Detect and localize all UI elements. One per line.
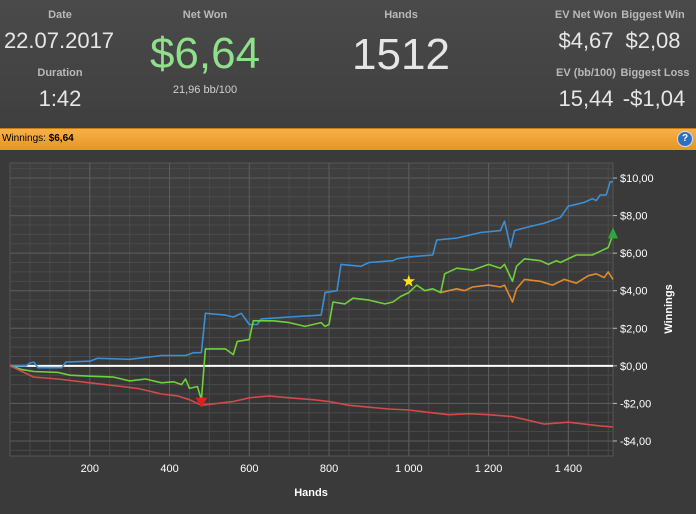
y-tick-label: $2,00 [620, 323, 648, 335]
max-marker [608, 227, 618, 239]
biggest-loss-value: -$1,04 [622, 86, 686, 111]
winnings-chart: 200 400 600 800 1 000 1 200 1 400 $10,00 $8,00 $… [0, 150, 696, 509]
net-won-label: Net Won [182, 9, 228, 21]
y-tick-label: $0,00 [620, 361, 648, 373]
winnings-caption: Winnings: $6,64 [2, 133, 74, 144]
series-line-blue [10, 180, 613, 369]
biggest-win-label: Biggest Win [621, 9, 685, 21]
hands-label: Hands [384, 9, 418, 21]
y-tick-label: $6,00 [620, 248, 648, 260]
ev-bb100-label: EV (bb/100) [556, 67, 616, 79]
min-marker [195, 397, 208, 408]
help-icon[interactable]: ? [677, 131, 693, 147]
date-value: 22.07.2017 [3, 28, 115, 53]
x-tick-label: 400 [160, 463, 178, 475]
biggest-win-value: $2,08 [625, 28, 681, 53]
x-tick-label: 1 000 [395, 463, 423, 475]
series-line-green [9, 234, 614, 401]
x-tick-label: 1 400 [555, 463, 583, 475]
duration-value: 1:42 [38, 86, 82, 111]
ev-bb100-value: 15,44 [558, 86, 614, 111]
winnings-caption-label: Winnings: [2, 133, 46, 144]
y-tick-label: -$4,00 [620, 436, 651, 448]
date-label: Date [48, 9, 72, 21]
duration-label: Duration [37, 67, 83, 79]
y-tick-label: -$2,00 [620, 398, 651, 410]
winnings-title-bar: Winnings: $6,64 [0, 128, 696, 150]
y-tick-label: $10,00 [620, 173, 654, 185]
winnings-chart-svg: 200 400 600 800 1 000 1 200 1 400 $10,00 $8,00 $… [9, 162, 675, 499]
x-tick-label: 600 [240, 463, 258, 475]
series-line-red [9, 365, 614, 428]
x-axis-label: Hands [294, 487, 328, 499]
y-tick-label: $8,00 [620, 211, 648, 223]
x-tick-label: 1 200 [475, 463, 503, 475]
x-tick-label: 800 [320, 463, 338, 475]
y-tick-label: $4,00 [620, 286, 648, 298]
net-won-value: $6,64 [149, 29, 261, 78]
series-line-orange [440, 271, 614, 303]
hands-value: 1512 [352, 30, 450, 79]
ev-net-won-label: EV Net Won [554, 9, 618, 21]
winnings-caption-value: $6,64 [48, 133, 74, 144]
net-won-bb100: 21,96 bb/100 [172, 84, 238, 96]
ev-net-won-value: $4,67 [558, 28, 614, 53]
x-tick-label: 200 [81, 463, 99, 475]
stats-panel: Date 22.07.2017 Duration 1:42 Net Won $6… [0, 0, 696, 128]
y-axis-label: Winnings [663, 284, 675, 333]
star-marker [402, 274, 415, 287]
biggest-loss-label: Biggest Loss [620, 67, 690, 79]
